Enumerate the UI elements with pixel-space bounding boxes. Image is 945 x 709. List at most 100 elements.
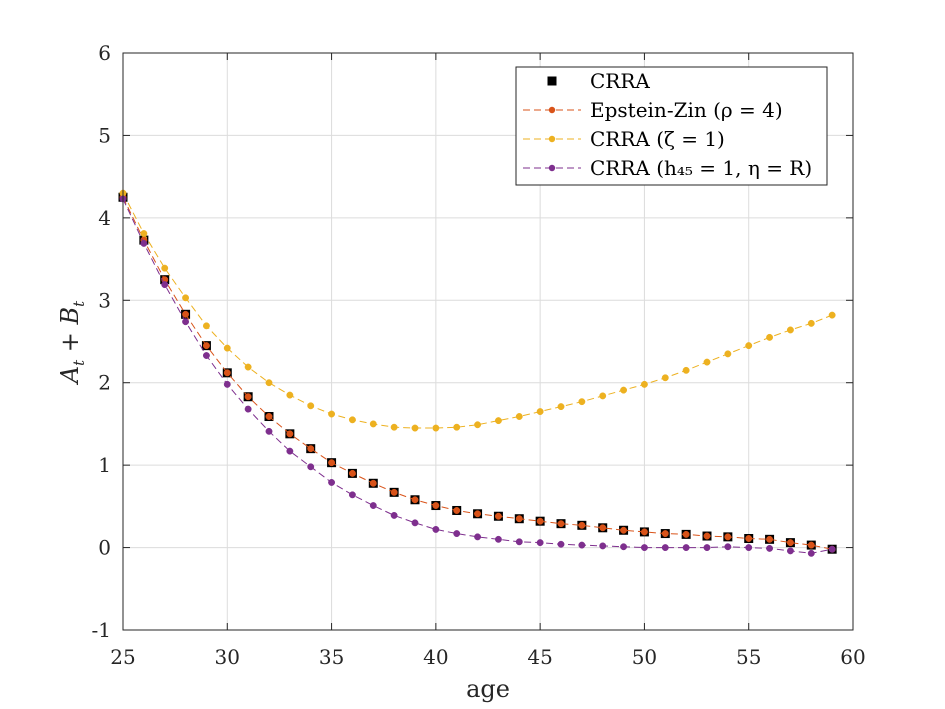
data-point [578, 398, 586, 406]
data-point [828, 311, 836, 319]
data-point [578, 541, 586, 549]
data-point [786, 326, 794, 334]
data-point [494, 417, 502, 425]
data-point [620, 386, 628, 394]
y-tick-label: 6 [98, 41, 111, 65]
data-point [182, 310, 190, 318]
data-point [766, 544, 774, 552]
y-tick-label: 3 [98, 288, 111, 312]
data-point [453, 423, 461, 431]
data-point [474, 421, 482, 429]
data-point [474, 533, 482, 541]
data-point [411, 496, 419, 504]
data-point [724, 533, 732, 541]
data-point [202, 322, 210, 330]
data-point [578, 521, 586, 529]
data-point [661, 374, 669, 382]
data-point [745, 535, 753, 542]
data-point [411, 424, 419, 432]
data-point [202, 342, 210, 350]
data-point [348, 469, 356, 477]
data-point [599, 524, 607, 532]
series-2 [119, 189, 836, 432]
y-tick-label: 5 [98, 123, 111, 147]
data-point [515, 413, 523, 420]
legend-label: CRRA (h₄₅ = 1, η = R) [590, 156, 812, 180]
legend-item-0: CRRA [547, 69, 650, 93]
data-point [286, 430, 294, 438]
data-point [515, 515, 523, 523]
x-tick-label: 60 [840, 645, 865, 669]
data-point [786, 539, 794, 547]
data-point [307, 402, 315, 410]
data-point [494, 512, 502, 520]
data-point [161, 264, 169, 272]
data-point [265, 427, 273, 435]
data-point [161, 281, 169, 289]
legend-item-2: CRRA (ζ = 1) [523, 127, 725, 151]
series-line [122, 198, 833, 554]
data-point [807, 541, 815, 549]
data-point [307, 445, 315, 453]
y-tick-label: 0 [98, 536, 111, 560]
data-point [536, 539, 544, 547]
data-point [265, 413, 273, 420]
data-point [307, 463, 315, 471]
data-point [348, 491, 356, 499]
data-point [536, 517, 544, 525]
data-point [661, 544, 669, 552]
x-tick-label: 45 [527, 645, 552, 669]
legend-marker [548, 135, 556, 143]
data-point [703, 358, 711, 366]
data-point [640, 380, 648, 388]
x-tick-label: 50 [632, 645, 657, 669]
data-point [536, 408, 544, 416]
legend-box [515, 66, 828, 186]
y-tick-label: 1 [98, 453, 111, 477]
data-point [223, 369, 231, 377]
data-point [703, 532, 711, 540]
y-tick-label: 2 [98, 371, 111, 395]
data-point [369, 420, 377, 428]
data-point [661, 530, 669, 538]
data-point [599, 542, 607, 550]
data-point [390, 511, 398, 519]
legend-item-3: CRRA (h₄₅ = 1, η = R) [523, 156, 812, 180]
data-point [807, 319, 815, 327]
x-tick-label: 30 [215, 645, 240, 669]
legend: CRRA Epstein-Zin (ρ = 4) CRRA (ζ = 1) CRRA … [515, 66, 828, 186]
data-point [745, 544, 753, 552]
legend-marker [548, 106, 556, 114]
data-point [620, 526, 628, 534]
data-point [223, 380, 231, 388]
data-point [202, 352, 210, 359]
data-point [557, 520, 565, 528]
data-point [223, 344, 231, 352]
data-point [453, 507, 461, 514]
data-point [453, 530, 461, 538]
data-point [557, 403, 565, 411]
data-point [348, 416, 356, 424]
data-point [328, 459, 336, 467]
data-point [432, 525, 440, 533]
data-point [390, 423, 398, 431]
data-point [474, 510, 482, 518]
data-point [244, 363, 252, 371]
data-point [807, 549, 815, 557]
data-point [703, 544, 711, 552]
series-line [122, 192, 833, 429]
data-point [766, 333, 774, 341]
data-point [390, 488, 398, 496]
data-point [369, 502, 377, 509]
data-point [640, 528, 648, 536]
data-point [182, 318, 190, 326]
data-point [599, 392, 607, 400]
data-point [724, 350, 732, 358]
x-axis-label: age [466, 675, 510, 703]
data-point [766, 535, 774, 543]
data-point [140, 239, 148, 247]
legend-label: CRRA (ζ = 1) [590, 127, 725, 151]
data-point [328, 479, 336, 486]
data-point [724, 543, 732, 551]
